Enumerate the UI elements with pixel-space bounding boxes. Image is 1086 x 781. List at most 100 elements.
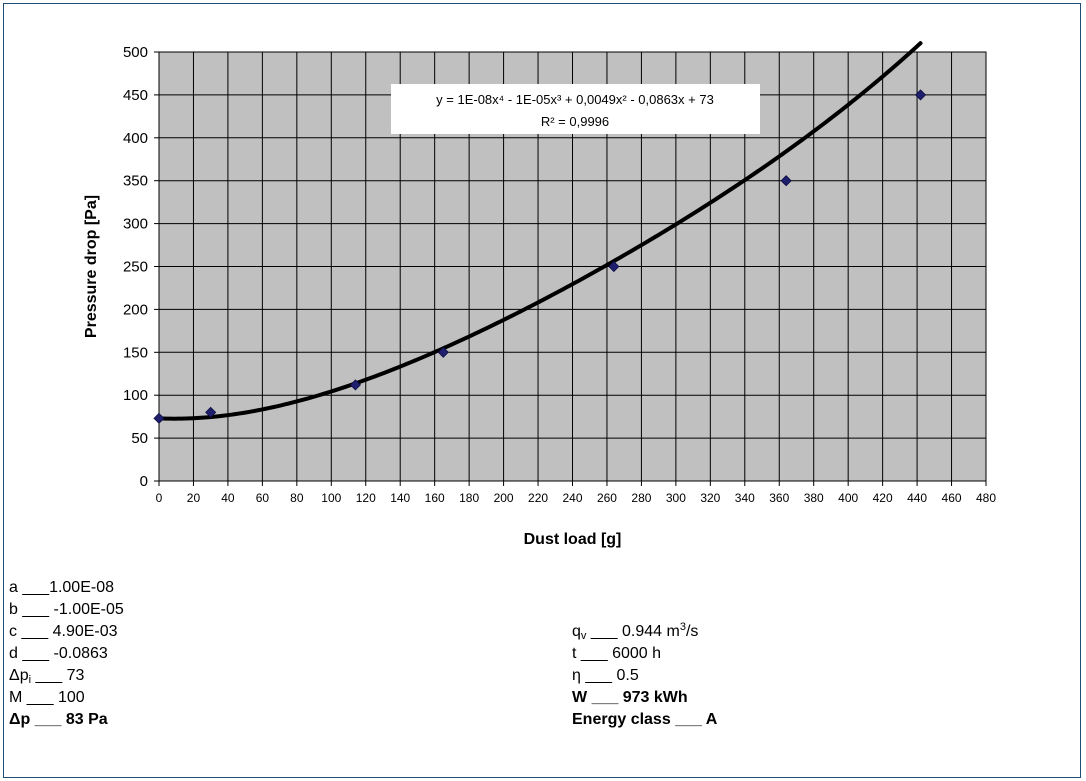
param-W-sep: ___ <box>591 689 619 706</box>
param-b-value: -1.00E-05 <box>53 601 124 618</box>
param-M-sep: ___ <box>26 689 54 706</box>
param-t-value: 6000 h <box>612 645 661 662</box>
param-dp-label: Δp <box>9 711 31 728</box>
data-point-diamond <box>780 175 792 187</box>
trendline-curve <box>157 41 923 421</box>
x-axis-label: Dust load [g] <box>524 531 622 548</box>
param-dp-sep: ___ <box>34 711 62 728</box>
param-a: a ___1.00E-08 <box>9 579 114 597</box>
y-tick-label: 450 <box>123 87 148 104</box>
y-tick-label: 150 <box>123 344 148 361</box>
equation-box-bg <box>391 84 760 134</box>
param-M: M ___ 100 <box>9 689 85 707</box>
x-tick-label: 440 <box>907 491 927 505</box>
param-energy-class: Energy class ___ A <box>572 711 717 729</box>
y-tick-label: 350 <box>123 173 148 190</box>
param-energy-class-sep: ___ <box>675 711 702 728</box>
data-point-diamond <box>437 346 449 358</box>
x-tick-label: 480 <box>976 491 996 505</box>
param-d: d ___ -0.0863 <box>9 645 108 663</box>
param-a-sep: ___ <box>22 579 50 596</box>
x-tick-label: 40 <box>221 491 235 505</box>
param-qv-superscript: 3 <box>679 621 686 633</box>
x-tick-label: 400 <box>838 491 858 505</box>
data-point-diamond <box>608 260 620 273</box>
param-dpi: Δpi ___ 73 <box>9 667 85 686</box>
param-dpi-sep: ___ <box>35 667 63 684</box>
param-W: W ___ 973 kWh <box>572 689 688 707</box>
param-W-value: 973 kWh <box>622 689 688 706</box>
param-eta-value: 0.5 <box>616 667 639 684</box>
y-tick-label: 200 <box>123 301 148 318</box>
param-qv: qv ___ 0.944 m3/s <box>572 621 699 642</box>
x-tick-label: 140 <box>390 491 410 505</box>
param-c-value: 4.90E-03 <box>52 623 118 640</box>
param-a-label: a <box>9 579 18 596</box>
r-squared-label: R² = 0,9996 <box>541 114 609 129</box>
param-c: c ___ 4.90E-03 <box>9 623 118 641</box>
x-tick-label: 320 <box>700 491 720 505</box>
data-points <box>153 89 927 424</box>
param-dp: Δp ___ 83 Pa <box>9 711 108 729</box>
y-tick-label: 250 <box>123 259 148 276</box>
param-W-label: W <box>572 689 588 706</box>
param-M-label: M <box>9 689 23 706</box>
tick-labels: 0 20 40 60 80 100 120 140 160 180 200 220 240 260 280 3… <box>123 44 996 505</box>
x-tick-label: 460 <box>942 491 962 505</box>
param-M-value: 100 <box>57 689 85 706</box>
param-t-sep: ___ <box>580 645 608 662</box>
param-b-sep: ___ <box>22 601 50 618</box>
x-tick-label: 200 <box>494 491 514 505</box>
x-tick-label: 60 <box>256 491 270 505</box>
x-tick-label: 360 <box>769 491 789 505</box>
x-tick-label: 0 <box>156 491 163 505</box>
param-qv-subscript: v <box>580 630 587 642</box>
y-tick-label: 50 <box>131 430 148 447</box>
y-tick-label: 0 <box>140 473 148 490</box>
x-tick-label: 380 <box>804 491 824 505</box>
param-d-sep: ___ <box>22 645 50 662</box>
param-d-value: -0.0863 <box>53 645 108 662</box>
param-c-sep: ___ <box>21 623 49 640</box>
param-qv-label: q <box>572 623 581 640</box>
param-dp-value: 83 Pa <box>65 711 108 728</box>
param-t-label: t <box>572 645 577 662</box>
param-dpi-value: 73 <box>66 667 85 684</box>
y-tick-label: 300 <box>123 216 148 233</box>
param-a-value: 1.00E-08 <box>49 579 114 596</box>
param-d-label: d <box>9 645 18 662</box>
x-tick-label: 240 <box>562 491 582 505</box>
param-energy-class-value: A <box>705 711 718 728</box>
x-tick-label: 160 <box>425 491 445 505</box>
param-qv-unit: /s <box>685 623 699 640</box>
param-energy-class-label: Energy class <box>572 711 671 728</box>
figure-frame <box>3 3 1081 778</box>
x-tick-label: 100 <box>321 491 341 505</box>
param-eta-label: η <box>572 667 581 684</box>
x-tick-label: 420 <box>873 491 893 505</box>
x-tick-label: 220 <box>528 491 548 505</box>
param-c-label: c <box>9 623 17 640</box>
y-tick-label: 100 <box>123 387 148 404</box>
data-point-diamond <box>205 406 217 418</box>
param-qv-value: 0.944 m <box>622 623 680 640</box>
data-point-diamond <box>153 412 165 424</box>
param-qv-sep: ___ <box>590 623 618 640</box>
data-point-diamond <box>349 379 361 391</box>
axis-ticks <box>154 51 987 486</box>
x-tick-label: 340 <box>735 491 755 505</box>
param-eta-sep: ___ <box>585 667 613 684</box>
param-dpi-subscript: i <box>28 674 32 686</box>
x-tick-label: 260 <box>597 491 617 505</box>
y-axis-label: Pressure drop [Pa] <box>83 195 100 338</box>
x-tick-label: 300 <box>666 491 686 505</box>
equation-box: y = 1E-08x⁴ - 1E-05x³ + 0,0049x² - 0,086… <box>391 84 760 134</box>
x-tick-label: 80 <box>290 491 304 505</box>
param-dpi-label: Δp <box>9 667 29 684</box>
data-point-diamond <box>914 89 927 101</box>
param-eta: η ___ 0.5 <box>572 667 639 685</box>
x-tick-label: 20 <box>187 491 201 505</box>
trendline-equation: y = 1E-08x⁴ - 1E-05x³ + 0,0049x² - 0,086… <box>436 92 714 107</box>
x-tick-label: 180 <box>459 491 479 505</box>
